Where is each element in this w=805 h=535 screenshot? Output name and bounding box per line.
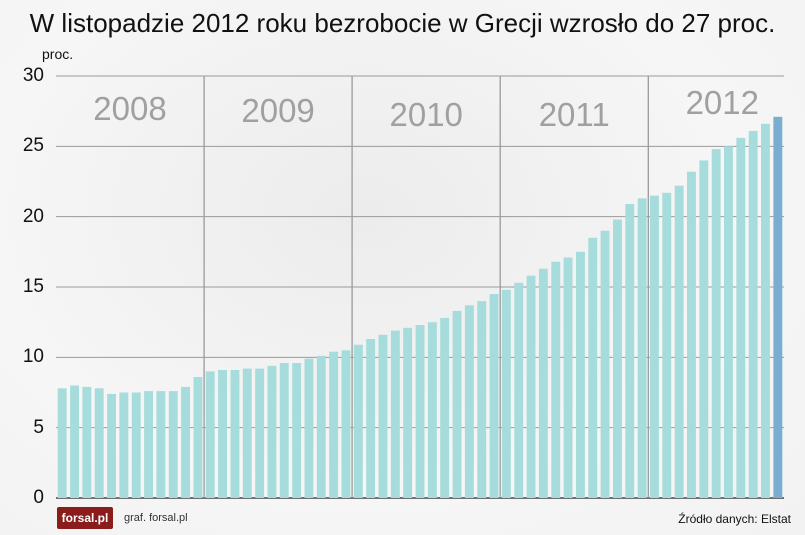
bar [403,327,413,498]
bar [193,377,203,498]
bar [711,149,721,498]
data-source-label: Źródło danych: Elstat [678,512,791,526]
bar [267,365,277,498]
forsal-logo: forsal.pl [57,507,113,529]
bar [181,386,190,498]
bar [279,363,289,498]
bar [526,275,536,498]
bar [242,368,252,498]
bar [724,146,733,499]
bar [637,198,647,498]
y-tick-label: 5 [33,416,44,438]
bar [748,130,758,498]
bar [674,185,684,498]
bar [464,305,474,498]
bar [168,391,178,498]
bar [255,368,265,498]
bar [600,230,610,498]
bar [563,257,573,498]
bar [366,339,376,498]
bar [613,219,622,498]
bar [576,251,585,498]
bar [452,310,462,498]
bar [761,123,770,499]
year-label: 2010 [389,96,462,133]
bar [588,237,598,499]
bar [390,330,400,498]
bar [304,358,314,498]
year-label: 2011 [539,96,610,133]
graphic-credit: graf. forsal.pl [124,512,188,524]
bar [699,160,709,498]
bar [773,116,783,499]
bar [329,351,339,498]
chart-title: W listopadzie 2012 roku bezrobocie w Gre… [29,8,776,38]
bar [70,385,79,498]
bar [292,363,302,498]
bar [94,388,104,498]
bar [489,294,499,498]
year-label: 2009 [241,92,314,129]
bar [650,195,659,498]
bar [107,393,116,498]
bar [144,391,153,498]
bar [131,392,141,498]
y-tick-label: 0 [33,487,44,508]
y-axis-unit-label: proc. [42,46,74,62]
year-label: 2008 [93,90,166,127]
bar [538,268,548,498]
bar [440,317,450,498]
bar [156,391,166,498]
bar [625,204,635,498]
bar [82,386,92,498]
bar [501,289,511,498]
bar [551,261,561,498]
bar [427,322,437,498]
bar [205,371,215,498]
year-label: 2012 [686,84,759,121]
bar [218,370,227,498]
bar [316,355,326,498]
bar [687,171,696,498]
bar [736,137,746,498]
bar [341,350,351,498]
bar [353,344,363,498]
bar [477,301,487,498]
bar [119,392,129,498]
bar [662,192,672,499]
y-tick-label: 25 [22,135,44,157]
y-tick-label: 20 [22,205,44,227]
bar [415,325,425,498]
y-tick-label: 10 [22,346,44,368]
bar [378,334,388,498]
y-tick-label: 30 [22,65,44,86]
y-tick-label: 15 [22,276,44,297]
bar [514,282,524,498]
bar [57,388,67,498]
bar [230,370,240,498]
